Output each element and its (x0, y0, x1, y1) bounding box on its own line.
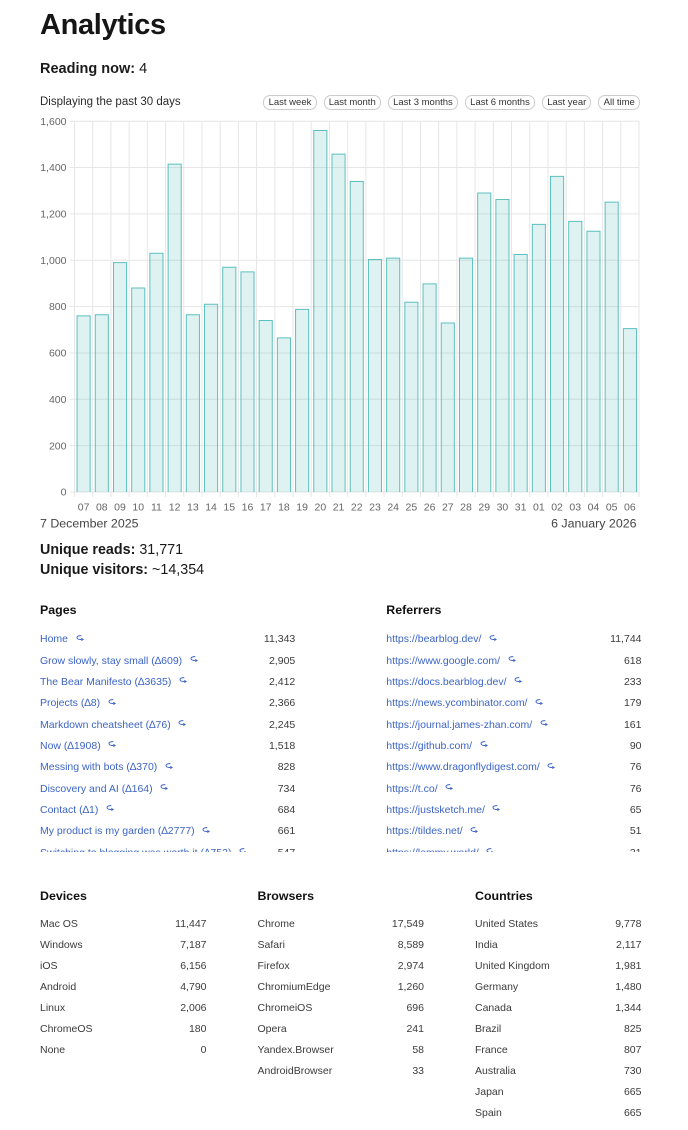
svg-text:1,400: 1,400 (40, 162, 66, 174)
svg-text:06: 06 (624, 502, 636, 514)
svg-text:29: 29 (478, 502, 490, 514)
svg-text:07: 07 (78, 502, 90, 514)
svg-text:1,000: 1,000 (40, 255, 66, 267)
svg-text:30: 30 (497, 502, 509, 514)
svg-text:13: 13 (187, 502, 199, 514)
svg-text:25: 25 (406, 502, 418, 514)
svg-text:0: 0 (61, 487, 67, 499)
svg-text:09: 09 (114, 502, 126, 514)
svg-text:200: 200 (49, 440, 67, 452)
svg-text:04: 04 (588, 502, 600, 514)
svg-text:11: 11 (151, 502, 162, 514)
svg-text:05: 05 (606, 502, 618, 514)
svg-text:12: 12 (169, 502, 181, 514)
svg-text:26: 26 (424, 502, 436, 514)
svg-text:21: 21 (333, 502, 345, 514)
svg-text:08: 08 (96, 502, 108, 514)
svg-text:31: 31 (515, 502, 527, 514)
svg-text:24: 24 (387, 502, 399, 514)
svg-text:1,200: 1,200 (40, 209, 66, 221)
svg-text:20: 20 (314, 502, 326, 514)
svg-text:6 January 2026: 6 January 2026 (551, 517, 637, 531)
svg-text:17: 17 (260, 502, 272, 514)
svg-text:1,600: 1,600 (40, 116, 66, 128)
svg-text:03: 03 (569, 502, 581, 514)
svg-text:10: 10 (132, 502, 144, 514)
svg-text:15: 15 (223, 502, 235, 514)
svg-text:01: 01 (533, 502, 545, 514)
svg-text:02: 02 (551, 502, 563, 514)
svg-text:7 December 2025: 7 December 2025 (40, 517, 139, 531)
svg-text:600: 600 (49, 348, 67, 360)
svg-text:400: 400 (49, 394, 67, 406)
svg-text:22: 22 (351, 502, 363, 514)
svg-text:800: 800 (49, 301, 67, 313)
svg-text:14: 14 (205, 502, 217, 514)
svg-text:23: 23 (369, 502, 381, 514)
svg-text:18: 18 (278, 502, 290, 514)
svg-text:28: 28 (460, 502, 472, 514)
svg-text:16: 16 (242, 502, 254, 514)
svg-text:19: 19 (296, 502, 308, 514)
svg-text:27: 27 (442, 502, 454, 514)
